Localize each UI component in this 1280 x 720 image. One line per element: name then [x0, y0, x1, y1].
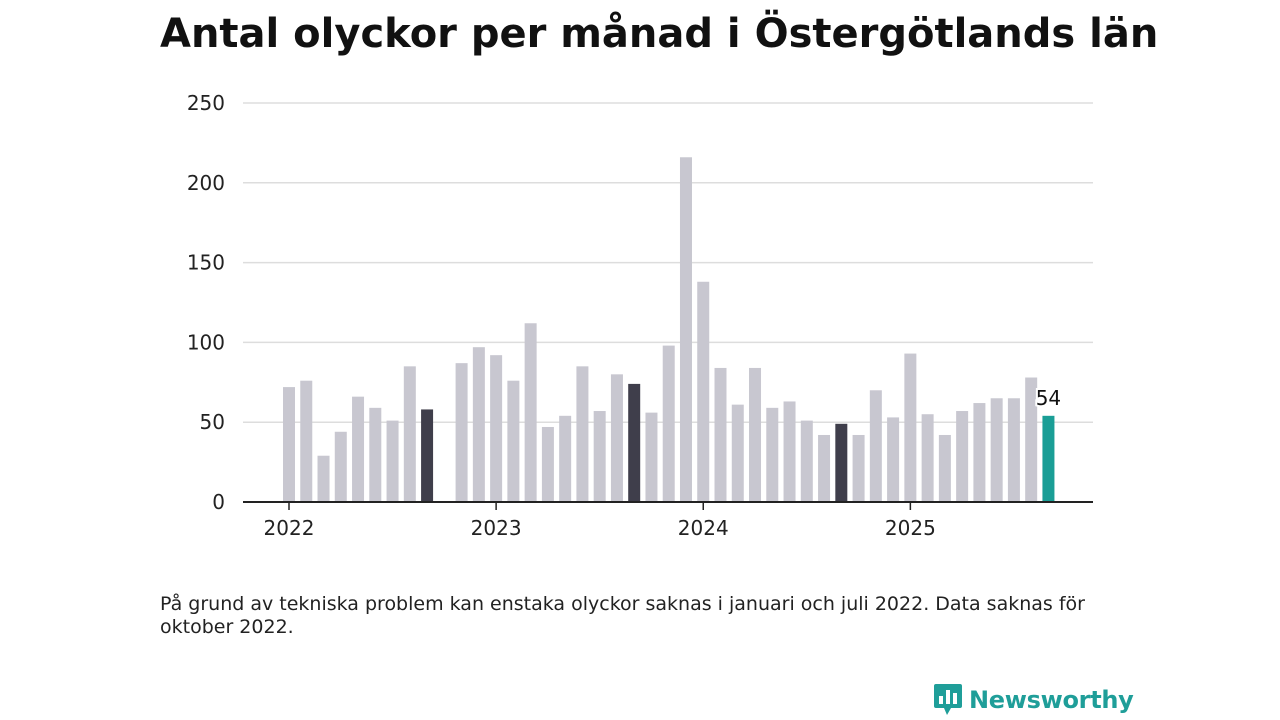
gridlines: [243, 102, 1093, 423]
bar-2023-04: [541, 426, 554, 502]
x-axis: [243, 501, 1093, 510]
annotations: 54: [1034, 384, 1063, 412]
bar-2022-05: [352, 396, 365, 502]
bar-2025-02: [921, 414, 934, 502]
newsworthy-chart-bubble-icon: [934, 684, 962, 715]
bar-2024-05: [766, 407, 779, 502]
bar-2023-01: [490, 355, 503, 502]
bar-2022-02: [300, 380, 313, 502]
x-axis-labels: 2022 2023 2024 2025: [264, 516, 936, 540]
y-tick-label: 150: [187, 251, 225, 275]
x-tick-label: 2022: [264, 516, 315, 540]
bar-2023-12: [679, 157, 692, 502]
bar-2022-12: [472, 347, 485, 502]
y-axis-labels: 0 50 100 150 200 250: [187, 91, 225, 514]
bar-2024-12: [887, 417, 900, 502]
bar-2022-06: [369, 407, 382, 502]
bar-2022-09: [421, 409, 434, 502]
bar-2025-07: [1007, 398, 1020, 502]
bar-2024-02: [714, 367, 727, 502]
bar-2022-07: [386, 420, 399, 502]
bars: [283, 157, 1055, 502]
bar-2025-05: [973, 403, 986, 502]
chart-title: Antal olyckor per månad i Östergötlands …: [160, 11, 1159, 57]
bar-2023-09: [628, 383, 641, 502]
bar-2024-03: [731, 404, 744, 502]
bar-2022-03: [317, 455, 330, 502]
bar-2022-11: [455, 363, 468, 502]
bar-2024-01: [697, 281, 710, 502]
bar-2024-08: [818, 434, 831, 502]
bar-2022-08: [403, 366, 416, 502]
bar-2022-04: [334, 431, 347, 502]
value-label-latest: 54: [1036, 386, 1061, 410]
x-tick-label: 2023: [471, 516, 522, 540]
brand-name: Newsworthy: [969, 686, 1134, 714]
bar-2023-02: [507, 380, 520, 502]
bar-2023-03: [524, 323, 537, 502]
bar-2023-10: [645, 412, 658, 502]
bar-2025-03: [938, 434, 951, 502]
bar-2024-11: [869, 390, 882, 502]
bar-2023-06: [576, 366, 589, 502]
bar-2024-10: [852, 434, 865, 502]
y-tick-label: 250: [187, 91, 225, 115]
bar-2023-08: [610, 374, 623, 502]
y-tick-label: 100: [187, 330, 225, 354]
x-tick-label: 2025: [885, 516, 936, 540]
bar-2024-06: [783, 401, 796, 502]
brand-logo: Newsworthy: [933, 682, 1134, 718]
bar-2023-07: [593, 411, 606, 502]
bar-2023-05: [559, 415, 572, 502]
bar-2024-07: [800, 420, 813, 502]
bar-2022-01: [283, 387, 295, 502]
bar-2025-09: [1042, 415, 1055, 502]
y-tick-label: 200: [187, 171, 225, 195]
y-tick-label: 0: [212, 490, 225, 514]
x-tick-label: 2024: [678, 516, 729, 540]
footnote: På grund av tekniska problem kan enstaka…: [160, 593, 1085, 638]
bar-2025-08: [1025, 377, 1038, 502]
bar-2025-06: [990, 398, 1003, 502]
bar-2024-09: [835, 423, 848, 502]
bar-2025-01: [904, 353, 917, 502]
bar-2023-11: [662, 345, 675, 502]
y-tick-label: 50: [200, 410, 225, 434]
bar-2024-04: [749, 367, 762, 502]
bar-2025-04: [956, 411, 969, 502]
